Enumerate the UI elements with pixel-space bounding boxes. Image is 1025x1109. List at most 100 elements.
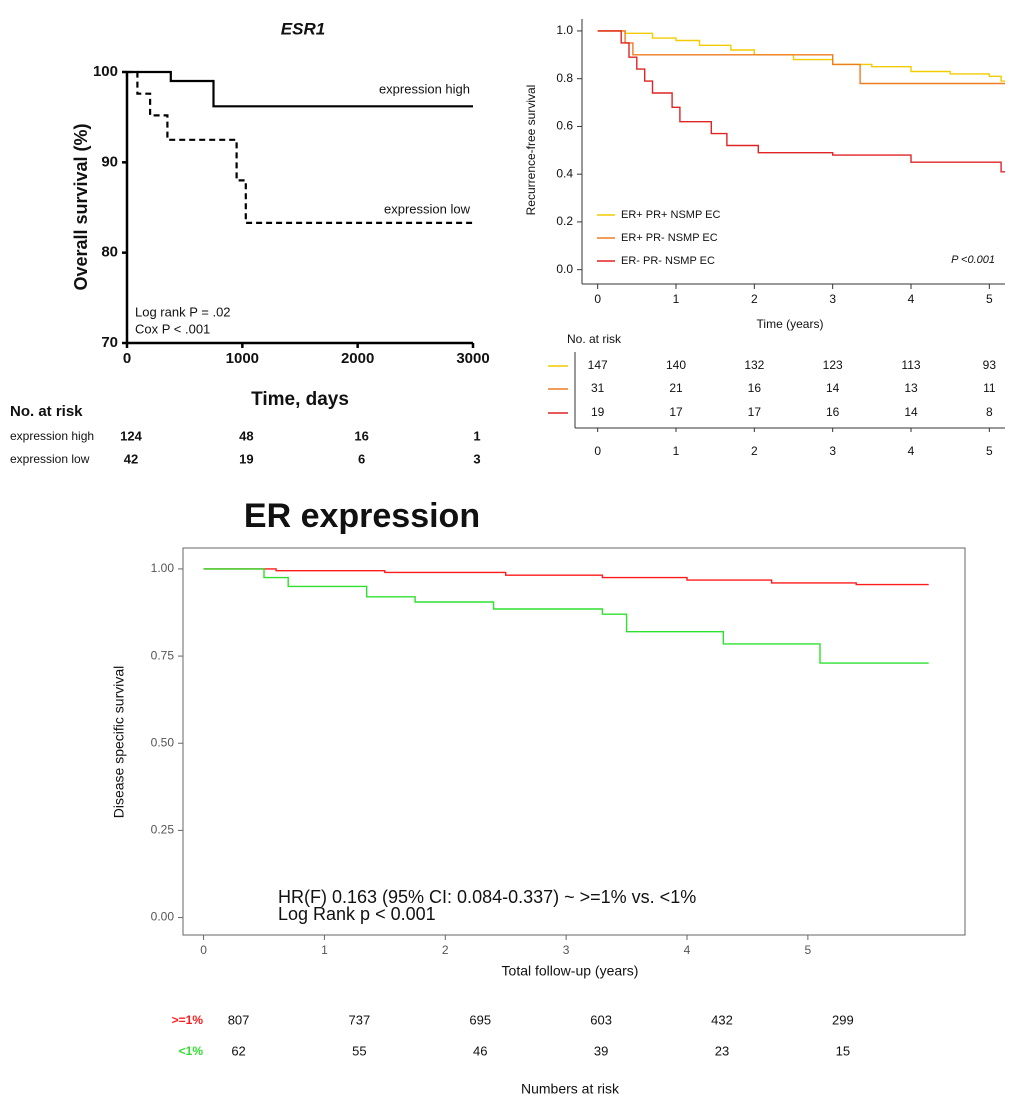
risk-count: 39 — [594, 1043, 608, 1058]
risk-count: 140 — [666, 358, 686, 372]
y-tick-label: 1.0 — [556, 23, 573, 37]
risk-count: 113 — [901, 358, 920, 372]
survival-curve — [597, 30, 1005, 85]
risk-count: 46 — [473, 1043, 487, 1058]
risk-row-label: >=1% — [172, 1013, 204, 1027]
y-axis-label: Overall survival (%) — [71, 123, 91, 290]
x-tick-label: 2 — [751, 292, 758, 306]
legend-label: ER- PR- NSMP EC — [621, 255, 715, 267]
survival-curve — [203, 568, 929, 586]
legend-label: ER+ PR+ NSMP EC — [621, 209, 720, 221]
risk-count: 21 — [669, 381, 683, 395]
risk-tick-label: 0 — [594, 444, 601, 458]
risk-count: 695 — [469, 1012, 491, 1027]
y-tick-label: 0.25 — [151, 823, 175, 837]
y-tick-label: 1.00 — [151, 561, 175, 575]
risk-tick-label: 2 — [751, 444, 758, 458]
x-tick-label: 2000 — [341, 350, 374, 367]
x-tick-label: 3 — [563, 943, 570, 957]
risk-count: 17 — [748, 405, 762, 419]
risk-tick-label: 5 — [986, 444, 993, 458]
risk-count: 807 — [228, 1012, 250, 1027]
annotation: Cox P < .001 — [135, 321, 210, 336]
risk-count: 737 — [349, 1012, 371, 1027]
annotation: P <0.001 — [951, 254, 995, 266]
risk-count: 93 — [983, 358, 997, 372]
risk-count: 15 — [836, 1043, 850, 1058]
y-tick-label: 80 — [101, 244, 118, 261]
risk-tick-label: 4 — [908, 444, 915, 458]
x-axis-label: Total follow-up (years) — [502, 963, 639, 979]
risk-table-title: Numbers at risk — [521, 1081, 620, 1097]
annotation: Log rank P = .02 — [135, 304, 231, 319]
y-tick-label: 0.00 — [151, 910, 175, 924]
risk-count: 48 — [239, 428, 253, 443]
risk-tick-label: 3 — [829, 444, 836, 458]
risk-count: 16 — [826, 405, 840, 419]
risk-count: 23 — [715, 1043, 729, 1058]
y-tick-label: 0.2 — [556, 214, 573, 228]
x-tick-label: 4 — [684, 943, 691, 957]
risk-count: 299 — [832, 1012, 854, 1027]
x-tick-label: 3000 — [456, 350, 489, 367]
y-axis-label: Recurrence-free survival — [524, 85, 538, 216]
risk-count: 132 — [744, 358, 764, 372]
y-tick-label: 0.6 — [556, 119, 573, 133]
y-tick-label: 0.8 — [556, 71, 573, 85]
risk-count: 432 — [711, 1012, 733, 1027]
x-tick-label: 5 — [805, 943, 812, 957]
risk-count: 16 — [748, 381, 762, 395]
x-tick-label: 0 — [594, 292, 601, 306]
risk-count: 19 — [591, 405, 605, 419]
risk-count: 3 — [473, 451, 480, 466]
legend-label: ER+ PR- NSMP EC — [621, 232, 718, 244]
risk-table-title: No. at risk — [567, 332, 622, 346]
x-axis-label: Time, days — [251, 389, 349, 410]
y-tick-label: 0.50 — [151, 735, 175, 749]
chart-title: ER expression — [244, 497, 480, 535]
risk-count: 13 — [904, 381, 918, 395]
risk-count: 17 — [669, 405, 683, 419]
risk-count: 6 — [358, 451, 365, 466]
survival-curve — [127, 70, 473, 108]
y-tick-label: 0.4 — [556, 166, 573, 180]
x-tick-label: 3 — [829, 292, 836, 306]
risk-count: 62 — [231, 1043, 245, 1058]
survival-curve — [597, 30, 1005, 82]
risk-count: 42 — [124, 451, 138, 466]
risk-count: 124 — [120, 428, 142, 443]
risk-count: 147 — [588, 358, 608, 372]
x-tick-label: 5 — [986, 292, 993, 306]
risk-row-label: <1% — [179, 1044, 204, 1058]
curve-label: expression high — [379, 81, 470, 96]
risk-row-label: expression high — [10, 429, 94, 443]
annotation: HR(F) 0.163 (95% CI: 0.084-0.337) ~ >=1%… — [278, 887, 696, 907]
x-tick-label: 0 — [123, 350, 131, 367]
risk-count: 8 — [986, 405, 993, 419]
x-tick-label: 4 — [908, 292, 915, 306]
y-axis-label: Disease specific survival — [111, 666, 127, 819]
x-tick-label: 2 — [442, 943, 449, 957]
plot-frame — [182, 547, 966, 936]
risk-count: 31 — [591, 381, 605, 395]
x-tick-label: 1 — [673, 292, 680, 306]
survival-curve — [127, 70, 473, 224]
y-tick-label: 0.0 — [556, 262, 573, 276]
risk-count: 603 — [590, 1012, 612, 1027]
risk-table-title: No. at risk — [10, 403, 83, 420]
y-tick-label: 0.75 — [151, 648, 175, 662]
risk-count: 11 — [983, 381, 996, 395]
risk-row-label: expression low — [10, 452, 90, 466]
chart-title: ESR1 — [281, 19, 325, 38]
risk-count: 55 — [352, 1043, 366, 1058]
survival-curve — [203, 568, 929, 664]
x-tick-label: 1 — [321, 943, 328, 957]
curve-label: expression low — [384, 201, 471, 216]
risk-count: 16 — [354, 428, 368, 443]
risk-count: 1 — [473, 428, 480, 443]
x-tick-label: 0 — [200, 943, 207, 957]
x-axis-label: Time (years) — [757, 317, 824, 331]
y-tick-label: 90 — [101, 153, 118, 170]
risk-count: 123 — [823, 358, 843, 372]
